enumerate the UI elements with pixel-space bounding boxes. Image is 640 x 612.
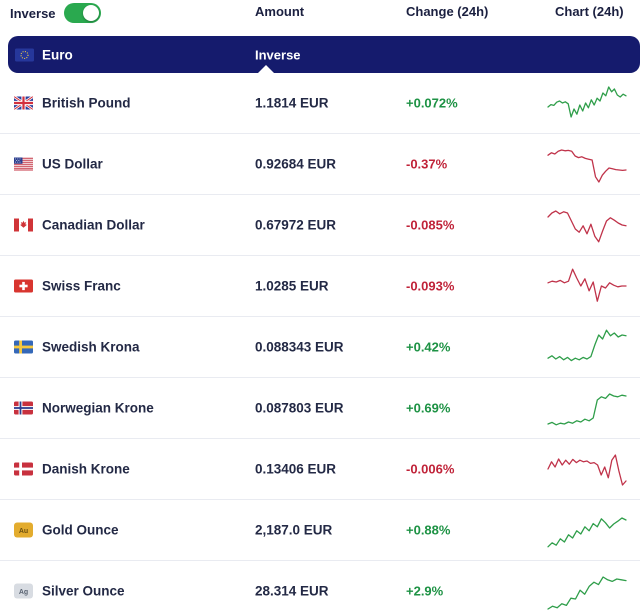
currency-row-gb[interactable]: British Pound 1.1814 EUR +0.072% — [0, 73, 640, 134]
currency-row-ag[interactable]: Ag Silver Ounce 28.314 EUR +2.9% — [0, 561, 640, 612]
column-header-amount: Amount — [255, 4, 305, 19]
currency-amount: 28.314 EUR — [255, 583, 329, 599]
currency-change-24h: -0.37% — [406, 156, 448, 172]
currency-name: Canadian Dollar — [42, 217, 145, 233]
currency-name: Swiss Franc — [42, 278, 121, 294]
sparkline-chart-24h — [547, 386, 627, 430]
currency-name: Swedish Krona — [42, 339, 140, 355]
inverse-toggle-label: Inverse — [10, 5, 56, 21]
sparkline-chart-24h — [547, 569, 627, 612]
currency-change-24h: +0.072% — [406, 95, 458, 111]
currency-amount: 0.087803 EUR — [255, 400, 344, 416]
sparkline-chart-24h — [547, 508, 627, 552]
sparkline-chart-24h — [547, 264, 627, 308]
currency-change-24h: -0.093% — [406, 278, 455, 294]
sparkline-chart-24h — [547, 447, 627, 491]
sparkline-chart-24h — [547, 203, 627, 247]
currency-amount: 0.67972 EUR — [255, 217, 337, 233]
pointer-notch — [258, 65, 274, 73]
sparkline-chart-24h — [547, 142, 627, 186]
currency-name: Norwegian Krone — [42, 400, 154, 416]
au-flag-icon: Au — [14, 522, 33, 538]
currency-amount: 1.0285 EUR — [255, 278, 329, 294]
eu-flag-icon — [15, 48, 34, 61]
currency-amount: 0.92684 EUR — [255, 156, 337, 172]
inverse-toggle-switch[interactable] — [63, 3, 101, 23]
ch-flag-icon — [14, 279, 33, 293]
currency-amount: 1.1814 EUR — [255, 95, 329, 111]
us-flag-icon — [14, 157, 33, 171]
currency-change-24h: -0.085% — [406, 217, 455, 233]
currency-change-24h: +2.9% — [406, 583, 444, 599]
currency-rows: British Pound 1.1814 EUR +0.072% US Dollar 0… — [0, 73, 640, 612]
currency-change-24h: -0.006% — [406, 461, 455, 477]
ca-flag-icon — [14, 218, 33, 232]
currency-amount: 0.088343 EUR — [255, 339, 344, 355]
base-currency-bar[interactable]: Euro Inverse — [8, 36, 640, 73]
toggle-knob — [82, 5, 99, 21]
currency-row-au[interactable]: Au Gold Ounce 2,187.0 EUR +0.88% — [0, 500, 640, 561]
inverse-toggle-group: Inverse — [10, 3, 101, 23]
column-header-change: Change (24h) — [406, 4, 489, 19]
column-header-chart: Chart (24h) — [555, 4, 624, 19]
table-header: Inverse Amount Change (24h) Chart (24h) — [0, 0, 640, 36]
se-flag-icon — [14, 340, 33, 354]
currency-amount: 2,187.0 EUR — [255, 522, 333, 538]
currency-row-no[interactable]: Norwegian Krone 0.087803 EUR +0.69% — [0, 378, 640, 439]
gb-flag-icon — [13, 95, 34, 111]
currency-change-24h: +0.88% — [406, 522, 451, 538]
svg-text:Ag: Ag — [19, 589, 28, 596]
currency-row-se[interactable]: Swedish Krona 0.088343 EUR +0.42% — [0, 317, 640, 378]
currency-name: US Dollar — [42, 156, 103, 172]
currency-name: Silver Ounce — [42, 583, 125, 599]
currency-row-ca[interactable]: Canadian Dollar 0.67972 EUR -0.085% — [0, 195, 640, 256]
ag-flag-icon: Ag — [14, 583, 33, 599]
no-flag-icon — [14, 401, 33, 415]
currency-row-dk[interactable]: Danish Krone 0.13406 EUR -0.006% — [0, 439, 640, 500]
sparkline-chart-24h — [547, 325, 627, 369]
sparkline-chart-24h — [547, 81, 627, 125]
dk-flag-icon — [14, 462, 33, 476]
currency-name: British Pound — [42, 95, 131, 111]
currency-name: Gold Ounce — [42, 522, 119, 538]
currency-row-ch[interactable]: Swiss Franc 1.0285 EUR -0.093% — [0, 256, 640, 317]
base-inverse-label: Inverse — [255, 47, 301, 62]
currency-change-24h: +0.42% — [406, 339, 451, 355]
currency-amount: 0.13406 EUR — [255, 461, 337, 477]
currency-change-24h: +0.69% — [406, 400, 451, 416]
base-currency-name: Euro — [42, 47, 73, 62]
svg-text:Au: Au — [19, 528, 28, 535]
currency-name: Danish Krone — [42, 461, 130, 477]
currency-row-us[interactable]: US Dollar 0.92684 EUR -0.37% — [0, 134, 640, 195]
